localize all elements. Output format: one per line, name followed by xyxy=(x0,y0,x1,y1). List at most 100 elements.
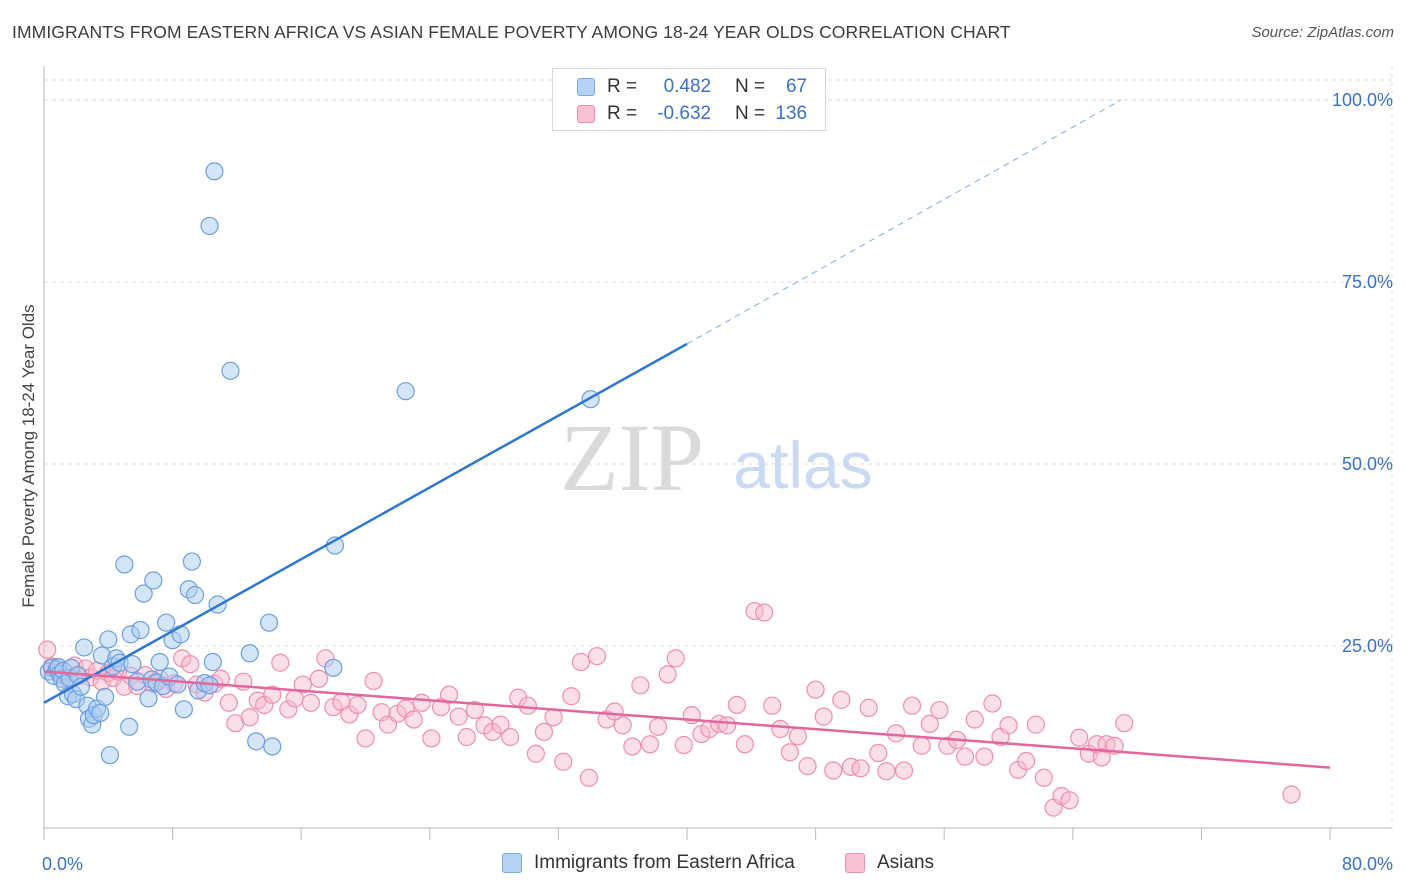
asians-point xyxy=(1115,714,1134,733)
eastern-africa-point xyxy=(134,584,153,603)
legend-row-eastern-africa: R = 0.482 N = 67 xyxy=(577,74,807,100)
asians-point xyxy=(518,696,537,715)
asians-point xyxy=(364,671,383,691)
asians-point xyxy=(1070,728,1089,747)
asians-point xyxy=(832,690,851,709)
asians-point xyxy=(975,747,994,766)
asians-point xyxy=(439,685,459,704)
n-value: 67 xyxy=(785,76,808,97)
asians-point xyxy=(771,719,790,739)
asians-point xyxy=(640,735,660,754)
asians-point xyxy=(955,747,975,766)
asians-point xyxy=(965,710,984,729)
asians-point xyxy=(422,729,441,748)
asians-point xyxy=(718,716,737,735)
eastern-africa-point xyxy=(75,638,94,657)
asians-point xyxy=(404,710,423,729)
legend-label: Immigrants from Eastern Africa xyxy=(534,852,795,873)
tick-labels: 25.0% 50.0% 75.0% 100.0% 0.0% 80.0% xyxy=(42,90,1393,874)
eastern-africa-point xyxy=(115,555,134,574)
asians-point xyxy=(912,736,931,755)
asians-point xyxy=(309,669,328,688)
asians-point xyxy=(727,695,746,715)
eastern-africa-point xyxy=(240,644,259,663)
asians-point xyxy=(457,727,476,747)
legend-row-asians: R = -0.632 N = 136 xyxy=(577,101,807,127)
eastern-africa-point xyxy=(100,746,120,765)
axes xyxy=(43,66,1392,840)
asians-point xyxy=(877,762,896,781)
asians-point xyxy=(763,696,782,715)
eastern-africa-point xyxy=(259,613,279,632)
legend-item-eastern-africa: Immigrants from Eastern Africa xyxy=(502,852,795,874)
asians-point xyxy=(999,716,1018,735)
blue-swatch xyxy=(502,853,522,873)
asians-point xyxy=(348,695,367,715)
eastern-africa-point xyxy=(247,732,266,751)
eastern-africa-point xyxy=(168,675,187,694)
x-tick-label: 0.0% xyxy=(42,854,83,874)
asians-point xyxy=(412,693,431,712)
asians-point xyxy=(181,655,200,674)
eastern-africa-point xyxy=(144,571,163,590)
eastern-africa-point xyxy=(171,625,190,644)
asians-point xyxy=(886,724,906,743)
asians-point xyxy=(658,665,677,684)
eastern-africa-point xyxy=(95,687,115,707)
asians-point xyxy=(571,652,591,672)
eastern-africa-point xyxy=(120,717,139,736)
legend-item-asians: Asians xyxy=(845,852,934,874)
r-value: -0.632 xyxy=(657,103,712,124)
asians-point xyxy=(263,685,282,704)
y-axis-label: Female Poverty Among 18-24 Year Olds xyxy=(19,304,38,607)
asians-point xyxy=(279,700,298,719)
asians-point xyxy=(554,752,573,771)
watermark-zip: ZIP xyxy=(560,404,704,511)
asians-point xyxy=(301,693,320,712)
asians-point xyxy=(491,715,510,734)
asians-point xyxy=(534,722,554,742)
asians-point xyxy=(1026,715,1045,734)
asians-point xyxy=(562,687,581,706)
asians-point xyxy=(780,743,799,762)
asians-point xyxy=(869,743,888,763)
pink-swatch xyxy=(845,853,865,873)
eastern-africa-point xyxy=(263,737,282,756)
eastern-africa-point xyxy=(123,655,142,674)
grid-lines xyxy=(44,66,1393,828)
y-tick-label: 100.0% xyxy=(1332,90,1393,110)
r-label: R = xyxy=(607,76,638,97)
asians-point xyxy=(465,700,484,720)
asians-point xyxy=(930,700,949,720)
asians-point xyxy=(38,640,57,659)
asians-point xyxy=(1034,768,1053,787)
eastern-africa-point xyxy=(131,620,150,640)
asians-point xyxy=(356,729,375,748)
asians-trend-line xyxy=(43,670,1331,769)
n-label: N = xyxy=(735,103,766,124)
eastern-africa-trend-line xyxy=(43,342,688,704)
asians-point xyxy=(271,653,290,672)
asians-point xyxy=(938,736,957,755)
y-tick-label: 50.0% xyxy=(1342,454,1393,474)
asians-point xyxy=(1060,791,1079,810)
asians-point xyxy=(623,737,642,756)
asians-point xyxy=(983,694,1002,713)
asians-point xyxy=(501,727,520,747)
legend-label: Asians xyxy=(877,852,935,873)
asians-point xyxy=(666,649,685,668)
eastern-africa-point xyxy=(221,361,240,380)
eastern-africa-trend-extension xyxy=(686,99,1122,345)
asians-point xyxy=(745,601,764,621)
asians-point xyxy=(219,693,238,712)
asians-point xyxy=(544,708,563,727)
y-tick-label: 75.0% xyxy=(1342,272,1393,292)
asians-point xyxy=(526,744,545,763)
eastern-africa-point xyxy=(203,652,222,672)
eastern-africa-point xyxy=(396,382,415,401)
blue-swatch xyxy=(577,78,595,96)
asians-point xyxy=(788,727,808,746)
asians-point xyxy=(851,759,870,778)
asians-point xyxy=(841,757,861,776)
